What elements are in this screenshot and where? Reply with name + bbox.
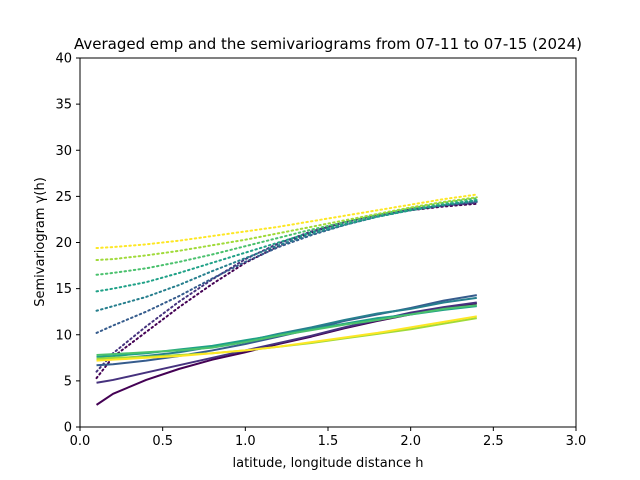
y-tick-label: 0 [64,421,72,436]
x-tick-label: 2.0 [400,434,421,449]
x-tick-label: 2.5 [483,434,504,449]
series-layer [95,193,478,406]
y-axis: 0 5 10 15 20 25 30 35 40 [55,52,80,436]
model-semivariogram-line-1 [95,201,478,373]
chart-title: Averaged emp and the semivariograms from… [74,35,582,53]
model-semivariogram-line-6 [95,196,478,262]
x-axis: 0.0 0.5 1.0 1.5 2.0 2.5 3.0 [70,427,587,449]
y-axis-label: Semivariogram γ(h) [33,177,48,307]
model-semivariogram-line-7 [95,193,478,250]
x-tick-label: 1.5 [318,434,339,449]
y-tick-label: 25 [55,190,72,205]
y-tick-label: 5 [64,374,72,389]
x-tick-label: 3.0 [566,434,587,449]
y-tick-label: 15 [55,282,72,297]
y-tick-label: 20 [55,236,72,251]
empirical-semivariogram-line-7 [96,315,477,362]
x-tick-label: 1.0 [235,434,256,449]
model-semivariogram-line-4 [95,199,478,293]
y-tick-label: 10 [55,328,72,343]
x-tick-label: 0.5 [152,434,173,449]
y-tick-label: 40 [55,52,72,67]
y-tick-label: 30 [55,144,72,159]
x-axis-label: latitude, longitude distance h [233,456,424,471]
y-tick-label: 35 [55,98,72,113]
model-semivariogram-line-5 [95,197,478,276]
empirical-semivariogram-line-1 [96,301,477,384]
x-tick-label: 0.0 [70,434,91,449]
empirical-semivariogram-line-5 [96,304,477,357]
